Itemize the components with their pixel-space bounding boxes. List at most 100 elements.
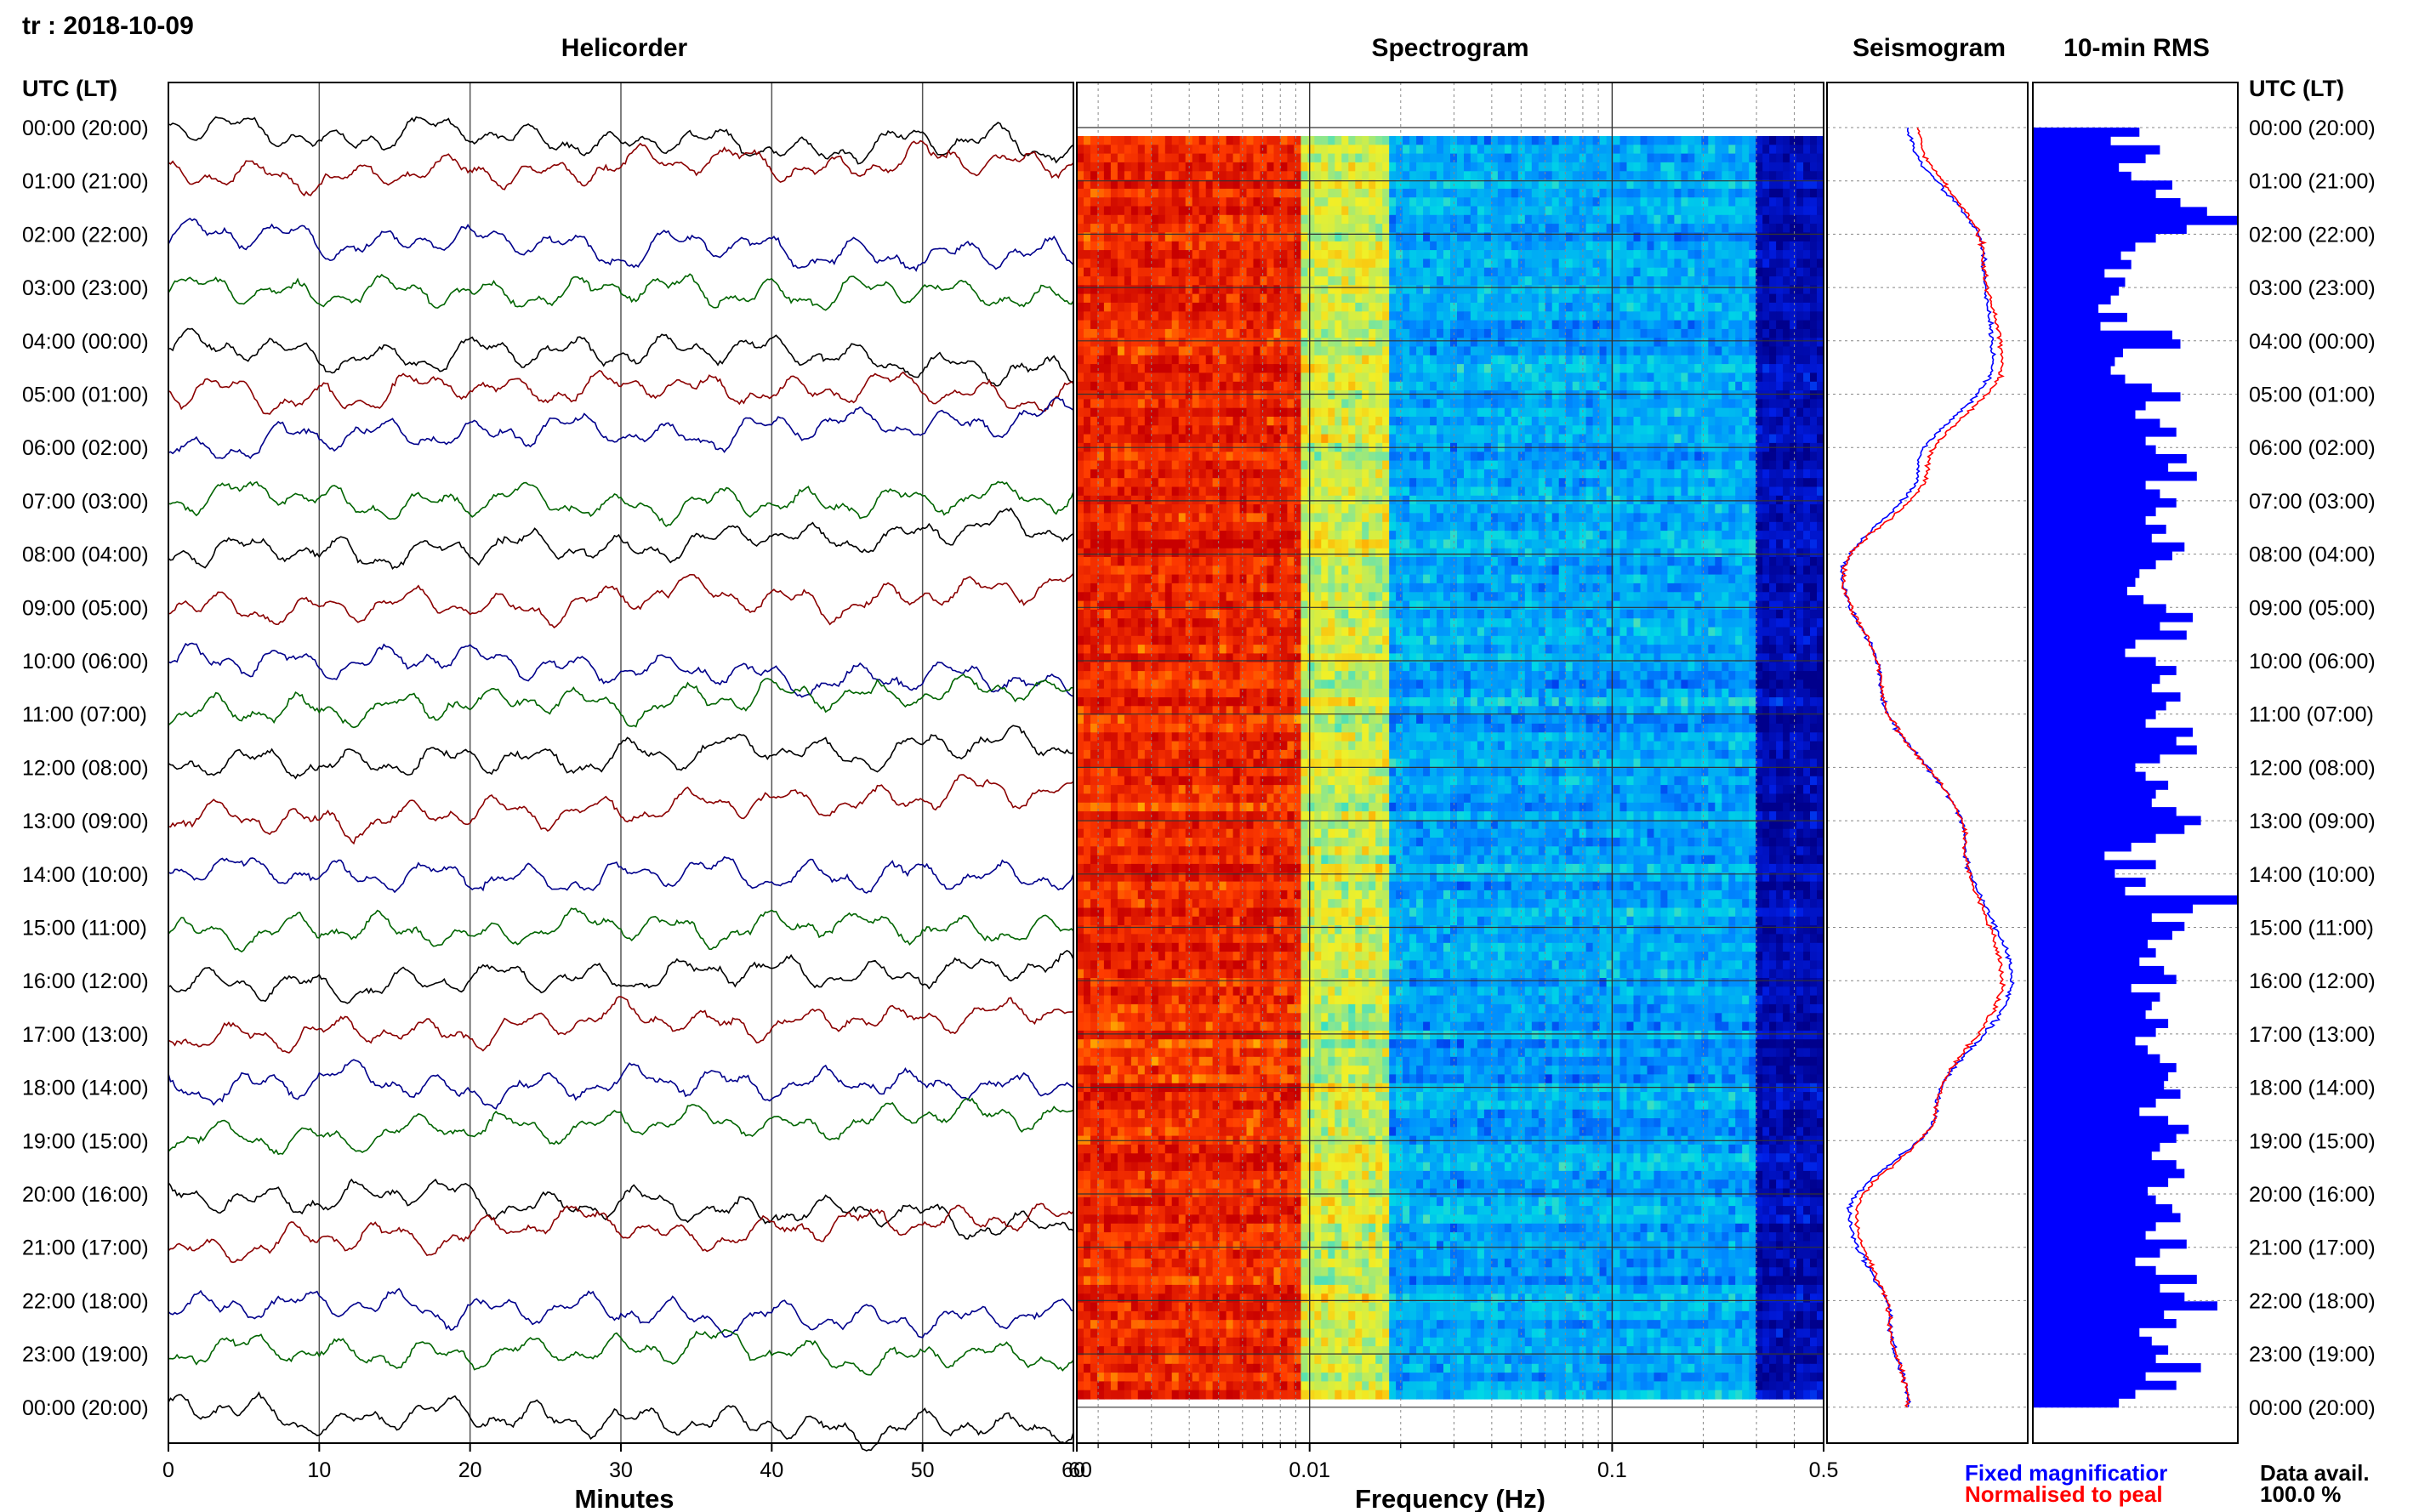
spectrogram-cell — [1688, 372, 1695, 383]
spectrogram-cell — [1246, 460, 1255, 470]
spectrogram-cell — [1090, 504, 1098, 514]
spectrogram-cell — [1171, 311, 1180, 321]
spectrogram-cell — [1497, 224, 1505, 233]
spectrogram-cell — [1084, 434, 1091, 444]
spectrogram-cell — [1551, 214, 1560, 225]
helicorder-trace — [168, 116, 1074, 165]
spectrogram-cell — [1626, 372, 1635, 383]
spectrogram-cell — [1742, 469, 1750, 479]
spectrogram-cell — [1287, 136, 1295, 145]
spectrogram-cell — [1280, 513, 1289, 523]
spectrogram-cell — [1749, 513, 1756, 523]
spectrogram-cell — [1430, 259, 1437, 269]
spectrogram-cell — [1328, 188, 1335, 198]
spectrogram-cell — [1164, 232, 1173, 242]
spectrogram-cell — [1572, 145, 1580, 155]
spectrogram-cell — [1389, 276, 1397, 286]
spectrogram-cell — [1369, 478, 1376, 488]
spectrogram-cell — [1294, 285, 1301, 295]
spectrogram-cell — [1796, 478, 1804, 488]
spectrogram-cell — [1096, 425, 1105, 435]
spectrogram-cell — [1803, 145, 1811, 155]
spectrogram-cell — [1287, 224, 1295, 233]
spectrogram-cell — [1483, 224, 1492, 233]
spectrogram-cell — [1585, 407, 1594, 418]
spectrogram-cell — [1382, 179, 1390, 190]
spectrogram-cell — [1171, 302, 1180, 312]
spectrogram-cell — [1158, 407, 1166, 418]
spectrogram-cell — [1715, 214, 1722, 225]
spectrogram-cell — [1599, 302, 1608, 312]
spectrogram-cell — [1457, 267, 1465, 277]
spectrogram-cell — [1273, 478, 1282, 488]
spectrogram-cell — [1701, 320, 1709, 330]
spectrogram-cell — [1205, 338, 1214, 348]
spectrogram-cell — [1130, 302, 1139, 312]
spectrogram-cell — [1164, 311, 1173, 321]
spectrogram-cell — [1742, 495, 1750, 505]
spectrogram-cell — [1701, 417, 1709, 426]
spectrogram-cell — [1144, 197, 1153, 207]
spectrogram-cell — [1090, 381, 1098, 391]
spectrogram-cell — [1110, 206, 1118, 216]
spectrogram-cell — [1164, 259, 1173, 269]
spectrogram-cell — [1728, 206, 1736, 216]
spectrogram-cell — [1321, 504, 1329, 514]
spectrogram-cell — [1599, 513, 1608, 523]
spectrogram-cell — [1294, 372, 1301, 383]
spectrogram-cell — [1151, 469, 1159, 479]
spectrogram-cell — [1497, 513, 1505, 523]
spectrogram-cell — [1715, 504, 1722, 514]
spectrogram-cell — [1517, 241, 1526, 251]
spectrogram-cell — [1348, 486, 1356, 497]
spectrogram-cell — [1762, 372, 1770, 383]
spectrogram-cell — [1198, 521, 1207, 531]
spectrogram-cell — [1545, 504, 1553, 514]
spectrogram-cell — [1341, 381, 1349, 391]
spectrogram-cell — [1538, 390, 1546, 400]
spectrogram-cell — [1110, 364, 1118, 373]
spectrogram-cell — [1144, 346, 1153, 356]
spectrogram-cell — [1151, 355, 1159, 365]
spectrogram-cell — [1599, 293, 1608, 304]
spectrogram-cell — [1735, 241, 1743, 251]
spectrogram-cell — [1362, 153, 1369, 163]
spectrogram-cell — [1749, 179, 1756, 190]
spectrogram-cell — [1613, 452, 1621, 462]
spectrogram-cell — [1769, 407, 1777, 418]
spectrogram-cell — [1090, 495, 1098, 505]
spectrogram-cell — [1653, 320, 1662, 330]
spectrogram-cell — [1246, 224, 1255, 233]
spectrogram-cell — [1592, 346, 1601, 356]
spectrogram-cell — [1551, 197, 1560, 207]
spectrogram-cell — [1457, 469, 1465, 479]
spectrogram-cell — [1077, 145, 1084, 155]
spectrogram-cell — [1389, 434, 1397, 444]
spectrogram-cell — [1613, 364, 1621, 373]
spectrogram-cell — [1450, 372, 1458, 383]
spectrogram-cell — [1653, 478, 1662, 488]
spectrogram-cell — [1674, 381, 1682, 391]
spectrogram-cell — [1137, 328, 1146, 338]
spectrogram-cell — [1504, 407, 1512, 418]
spectrogram-cell — [1280, 452, 1289, 462]
spectrogram-cell — [1796, 162, 1804, 172]
spectrogram-cell — [1558, 495, 1567, 505]
spectrogram-cell — [1226, 346, 1234, 356]
spectrogram-cell — [1477, 355, 1485, 365]
spectrogram-cell — [1110, 355, 1118, 365]
spectrogram-cell — [1171, 136, 1180, 145]
spectrogram-cell — [1517, 346, 1526, 356]
spectrogram-cell — [1545, 381, 1553, 391]
spectrogram-cell — [1647, 399, 1655, 409]
spectrogram-cell — [1524, 136, 1533, 145]
hour-label-left: 03:00 (23:00) — [22, 276, 149, 300]
spectrogram-cell — [1117, 425, 1125, 435]
spectrogram-cell — [1355, 276, 1363, 286]
spectrogram-cell — [1246, 214, 1255, 225]
spectrogram-cell — [1633, 372, 1642, 383]
spectrogram-cell — [1301, 320, 1308, 330]
spectrogram-cell — [1382, 145, 1390, 155]
spectrogram-cell — [1592, 338, 1601, 348]
spectrogram-cell — [1389, 355, 1397, 365]
